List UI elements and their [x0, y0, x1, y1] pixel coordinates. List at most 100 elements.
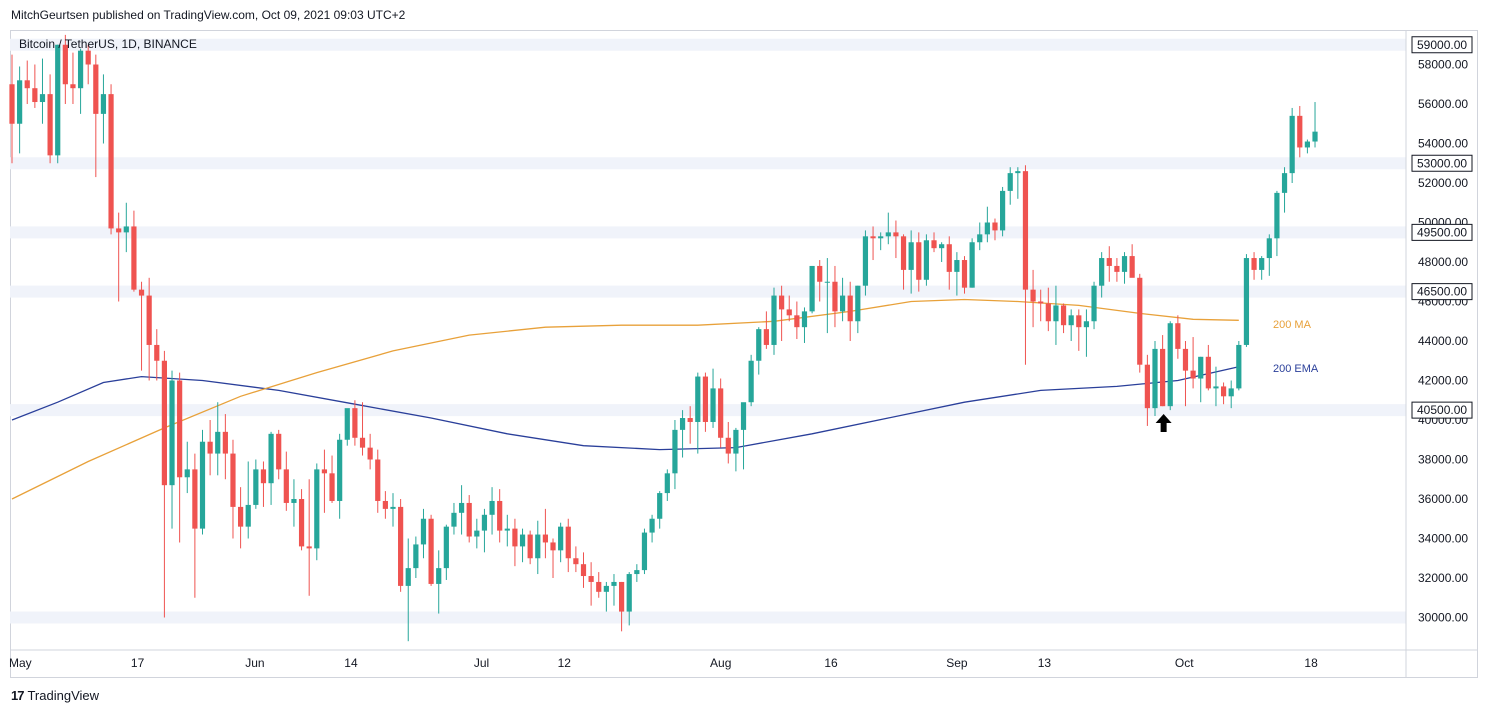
candle-down — [62, 34, 68, 104]
candle-down — [1251, 252, 1257, 280]
candle-down — [512, 518, 518, 567]
candle-down — [1129, 244, 1135, 278]
candle-down — [992, 218, 998, 241]
candle-body — [230, 453, 236, 507]
candle-body — [824, 281, 830, 283]
candle-body — [847, 295, 853, 322]
candle-up — [908, 230, 914, 294]
candle-up — [969, 238, 975, 288]
candle-body — [1144, 364, 1150, 409]
candle-body — [123, 226, 129, 233]
candle-body — [679, 418, 686, 430]
candle-body — [870, 236, 876, 239]
candle-up — [344, 408, 350, 446]
candle-body — [649, 518, 655, 533]
candle-up — [1099, 252, 1105, 298]
candle-down — [177, 372, 183, 543]
candle-body — [184, 469, 190, 478]
candle-up — [314, 463, 320, 561]
candle-body — [253, 469, 259, 505]
candle-body — [100, 94, 107, 114]
candle-body — [946, 244, 952, 272]
candle-down — [916, 232, 922, 292]
candle-body — [961, 260, 968, 288]
candle-body — [885, 232, 891, 237]
candle-body — [268, 433, 274, 484]
candle-down — [138, 281, 145, 371]
candle-body — [756, 329, 762, 361]
candle-body — [573, 558, 579, 565]
level-band — [10, 38, 1406, 51]
candle-body — [771, 295, 777, 345]
candle-up — [199, 429, 206, 535]
candle-body — [1312, 131, 1318, 142]
candle-up — [740, 402, 747, 470]
candle-body — [321, 469, 328, 474]
candle-down — [779, 285, 785, 341]
candle-body — [474, 530, 480, 537]
candle-up — [123, 202, 129, 253]
candle-down — [85, 44, 91, 85]
candle-down — [702, 372, 709, 432]
candle-body — [588, 576, 594, 582]
candle-down — [154, 329, 160, 381]
candle-down — [329, 455, 335, 503]
candle-up — [405, 538, 411, 642]
candle-body — [359, 437, 366, 448]
candle-body — [458, 502, 465, 513]
candle-body — [85, 50, 91, 65]
candle-down — [847, 281, 853, 341]
candle-up — [169, 370, 175, 529]
candle-body — [512, 528, 518, 547]
ema-label: 200 EMA — [1273, 363, 1319, 375]
candle-down — [1205, 344, 1211, 391]
level-tag-box — [1411, 154, 1473, 172]
candle-down — [222, 414, 228, 480]
x-tick-label: 18 — [1304, 656, 1318, 670]
candle-up — [885, 212, 891, 245]
candle-body — [634, 570, 640, 575]
ma-line-layer — [11, 298, 1239, 500]
candle-down — [276, 429, 282, 480]
candle-down — [786, 295, 792, 322]
candle-up — [558, 522, 564, 563]
tradingview-footer[interactable]: 17 TradingView — [11, 688, 99, 703]
candle-body — [878, 236, 884, 239]
candle-body — [1205, 356, 1211, 389]
candle-body — [1015, 171, 1021, 174]
candle-body — [794, 315, 800, 328]
candle-down — [207, 420, 213, 476]
candle-up — [878, 232, 884, 251]
candle-body — [245, 504, 251, 527]
candle-down — [718, 378, 724, 448]
candle-body — [169, 380, 175, 486]
candle-up — [55, 44, 61, 164]
candle-body — [977, 234, 983, 243]
candle-body — [62, 44, 68, 85]
candle-body — [809, 265, 815, 312]
candle-body — [718, 388, 724, 438]
y-tick-label: 56000.00 — [1418, 97, 1468, 111]
candle-body — [55, 44, 61, 156]
candle-down — [352, 400, 358, 446]
candle-down — [832, 265, 838, 328]
candle-up — [100, 74, 107, 144]
candle-body — [801, 311, 808, 328]
candle-body — [1259, 258, 1265, 270]
candle-down — [116, 212, 122, 302]
candle-body — [1022, 171, 1029, 290]
candle-down — [580, 552, 587, 588]
candle-body — [1266, 238, 1272, 259]
candle-body — [969, 242, 975, 288]
candle-down — [192, 453, 198, 598]
candle-up — [1091, 281, 1097, 330]
candle-body — [939, 244, 945, 249]
candle-body — [215, 431, 221, 454]
candle-body — [375, 459, 381, 501]
candle-down — [900, 234, 907, 290]
candle-body — [47, 94, 53, 156]
level-price-tag: 49500.00 — [1411, 223, 1473, 241]
candle-down — [1160, 335, 1166, 407]
candle-up — [489, 487, 495, 535]
